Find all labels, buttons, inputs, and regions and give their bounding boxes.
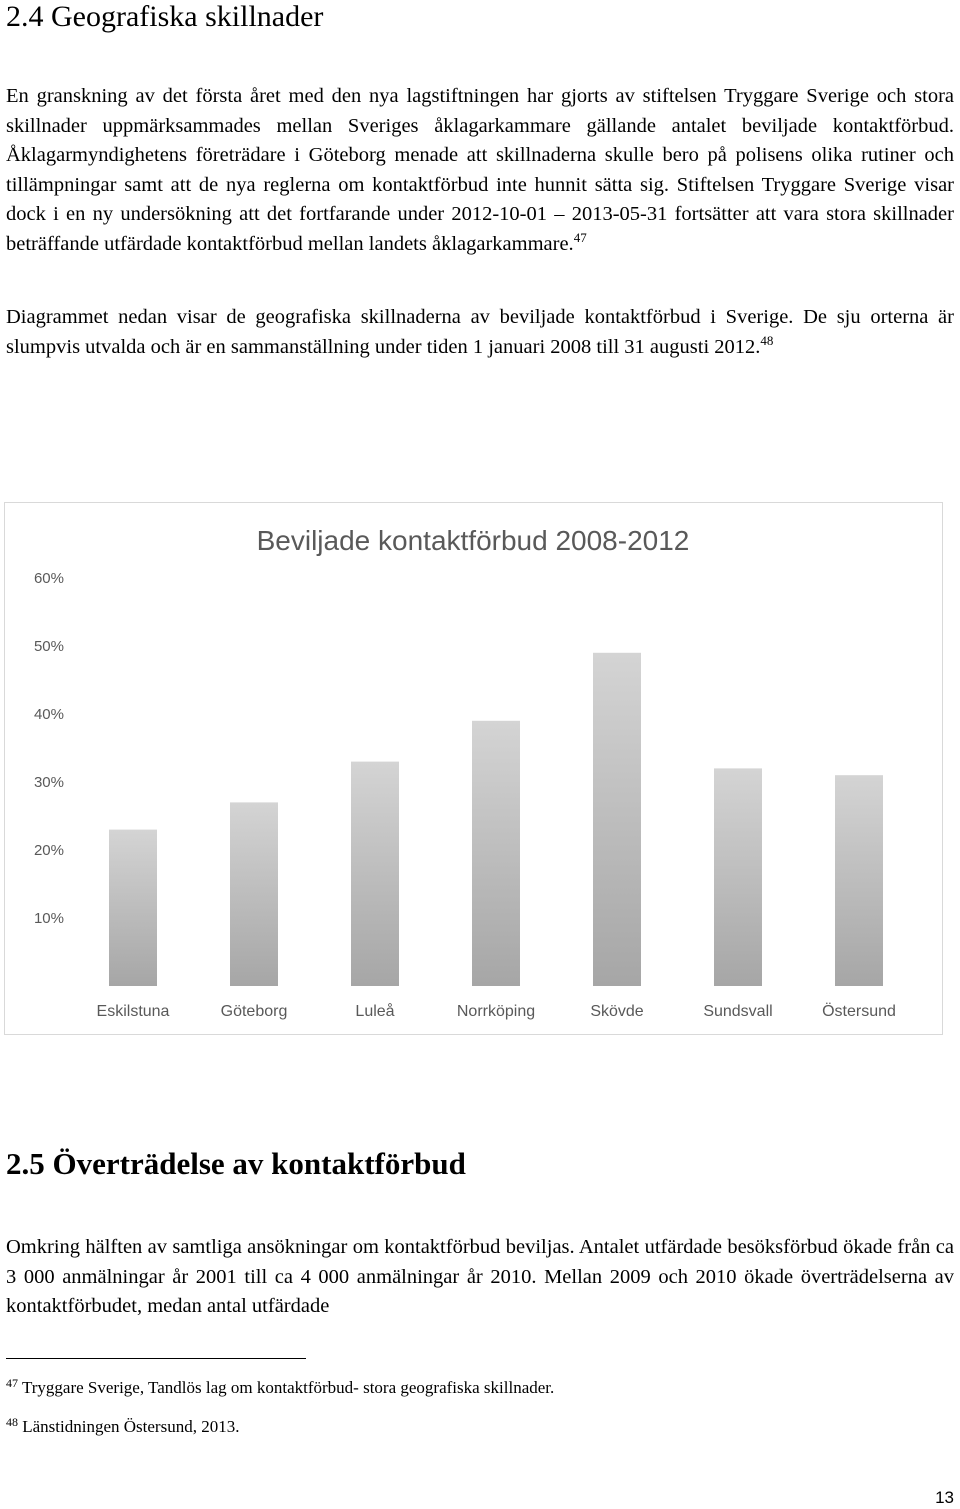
- paragraph-granskning: En granskning av det första året med den…: [6, 82, 954, 259]
- footnote-47: 47 Tryggare Sverige, Tandlös lag om kont…: [6, 1376, 554, 1398]
- paragraph-overtradelse: Omkring hälften av samtliga ansökningar …: [6, 1236, 954, 1317]
- y-tick-label: 50%: [34, 638, 64, 655]
- footnote-ref-48[interactable]: 48: [760, 332, 774, 348]
- footnote-number: 47: [6, 1376, 18, 1390]
- page-number: 13: [935, 1488, 954, 1507]
- x-tick-label: Eskilstuna: [97, 1003, 170, 1020]
- footnote-divider: [6, 1358, 306, 1359]
- x-tick-label: Östersund: [822, 1002, 896, 1020]
- bar: [230, 802, 278, 986]
- bar: [109, 829, 157, 986]
- section-heading-2-5: 2.5 Överträdelse av kontaktförbud: [6, 1146, 466, 1181]
- x-tick-label: Luleå: [355, 1002, 394, 1020]
- bar: [714, 768, 762, 986]
- x-tick-label: Norrköping: [457, 1003, 535, 1020]
- section-heading-2-4: 2.4 Geografiska skillnader: [6, 0, 324, 33]
- footnote-48: 48 Länstidningen Östersund, 2013.: [6, 1415, 239, 1437]
- bar: [472, 720, 520, 986]
- bar: [593, 652, 641, 986]
- y-tick-label: 10%: [34, 910, 64, 927]
- paragraph-diagram-intro: Diagrammet nedan visar de geografiska sk…: [6, 303, 954, 362]
- bar: [351, 761, 399, 986]
- y-tick-label: 20%: [34, 842, 64, 859]
- bar: [835, 775, 883, 986]
- bar-chart: Beviljade kontaktförbud 2008-2012 10% 20%…: [4, 502, 943, 1035]
- bar-chart-svg: Beviljade kontaktförbud 2008-2012 10% 20%…: [34, 525, 896, 1020]
- x-tick-label: Skövde: [590, 1003, 643, 1020]
- y-tick-label: 40%: [34, 706, 64, 723]
- y-tick-label: 30%: [34, 774, 64, 791]
- paragraph-text: En granskning av det första året med den…: [6, 85, 954, 255]
- footnote-ref-47[interactable]: 47: [573, 229, 587, 245]
- paragraph-text: Diagrammet nedan visar de geografiska sk…: [6, 306, 954, 358]
- x-tick-label: Sundsvall: [703, 1003, 772, 1020]
- footnote-text: Länstidningen Östersund, 2013.: [22, 1417, 240, 1436]
- footnote-number: 48: [6, 1415, 18, 1429]
- y-tick-label: 60%: [34, 570, 64, 587]
- chart-title: Beviljade kontaktförbud 2008-2012: [257, 525, 690, 556]
- footnote-text: Tryggare Sverige, Tandlös lag om kontakt…: [21, 1378, 555, 1397]
- x-tick-label: Göteborg: [221, 1003, 288, 1020]
